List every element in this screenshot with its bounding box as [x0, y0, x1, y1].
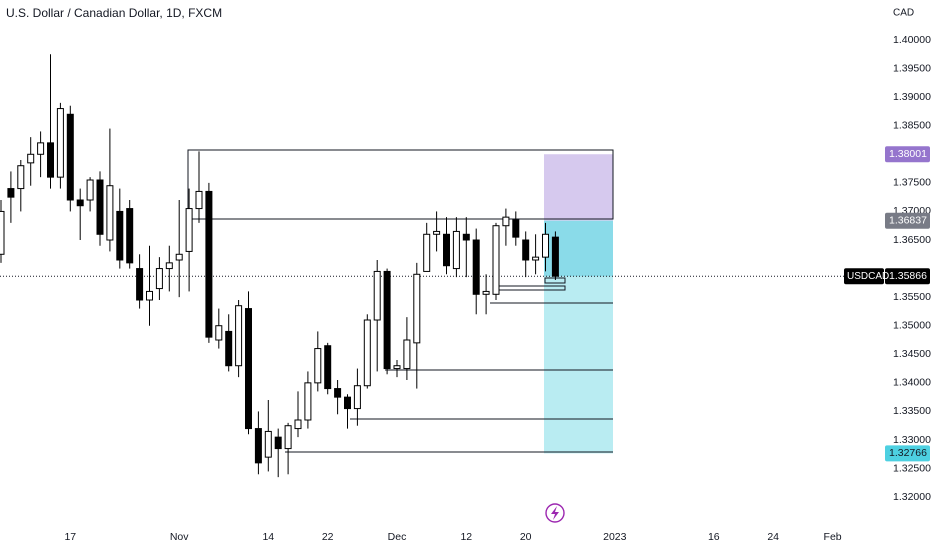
candle-body [175, 253, 183, 261]
candle-body [462, 233, 470, 241]
candle-body [155, 268, 163, 290]
candle-body [344, 396, 351, 410]
replay-icon[interactable] [545, 503, 565, 523]
x-tick-label: 12 [460, 531, 472, 543]
target-zone [544, 154, 613, 221]
candle-body [551, 236, 559, 277]
candle-body [66, 113, 74, 201]
y-tick-label: 1.32000 [893, 491, 931, 503]
candle-body [294, 419, 302, 430]
candle-body [106, 185, 114, 241]
candle-body [532, 256, 540, 261]
candle-body [245, 308, 252, 430]
candle-body [264, 430, 272, 458]
stop-price-label-bg [885, 445, 930, 462]
candle-body [235, 305, 243, 367]
y-tick-label: 1.36500 [893, 234, 931, 246]
candle-body [96, 179, 104, 235]
candle-body [56, 108, 64, 178]
candle-body [403, 339, 411, 370]
entry-price-label-bg [885, 212, 930, 229]
y-tick-label: 1.34000 [893, 377, 931, 389]
candle-body [502, 216, 510, 227]
candle-body [542, 233, 549, 258]
candle-body [353, 385, 361, 410]
y-tick-label: 1.35500 [893, 291, 931, 303]
candle-body [363, 319, 371, 387]
y-tick-label: 1.32500 [893, 462, 931, 474]
candle-body [205, 190, 213, 338]
symbol-tag: USDCAD [847, 271, 889, 282]
currency-label: CAD [893, 8, 914, 19]
candle-body [452, 230, 460, 270]
target-price-label-bg [885, 146, 930, 163]
y-tick-label: 1.35000 [893, 319, 931, 331]
candle-body [254, 428, 262, 464]
last-price-label-bg [885, 268, 930, 285]
candle-body [522, 239, 530, 261]
candle-body [195, 190, 203, 210]
candle-body [324, 345, 332, 390]
x-tick-label: 24 [767, 531, 779, 543]
candle-body [116, 210, 124, 261]
y-tick-label: 1.38500 [893, 119, 931, 131]
candle-body [165, 262, 173, 270]
candle-body [37, 142, 45, 155]
y-tick-label: 1.40000 [893, 34, 931, 46]
x-tick-label: Feb [824, 531, 842, 543]
y-tick-label: 1.33500 [893, 405, 931, 417]
candle-body [284, 425, 292, 450]
candle-body [7, 188, 15, 198]
candle-body [0, 210, 5, 255]
x-tick-label: 16 [708, 531, 720, 543]
candle-body [413, 273, 421, 344]
x-tick-label: 20 [520, 531, 532, 543]
candle-body [443, 233, 450, 267]
y-tick-label: 1.37500 [893, 177, 931, 189]
chart-title: U.S. Dollar / Canadian Dollar, 1D, FXCM [6, 6, 222, 20]
candle-body [314, 348, 322, 384]
candle-body [17, 165, 25, 190]
target-price-label: 1.38001 [889, 148, 927, 160]
candle-body [433, 230, 441, 235]
candle-body [146, 290, 153, 301]
candle-body [136, 268, 144, 301]
candle-body [126, 208, 134, 264]
entry-price-label: 1.36837 [889, 215, 927, 227]
candle-body [373, 270, 381, 321]
candle-body [383, 270, 391, 370]
x-tick-label: 22 [322, 531, 334, 543]
x-tick-label: Nov [170, 531, 189, 543]
x-tick-label: 17 [64, 531, 76, 543]
symbol-tag-bg [844, 268, 884, 285]
stop-price-label: 1.32766 [889, 447, 927, 459]
last-price-label: 1.35866 [889, 270, 927, 282]
candle-body [185, 208, 193, 252]
x-tick-label: 2023 [603, 531, 627, 543]
y-tick-label: 1.39000 [893, 91, 931, 103]
y-tick-label: 1.39500 [893, 62, 931, 74]
x-tick-label: Dec [388, 531, 407, 543]
candle-body [512, 219, 520, 238]
candle-body [492, 225, 500, 295]
range-box [187, 149, 614, 220]
candle-body [423, 233, 431, 272]
candle-body [274, 436, 282, 450]
candle-body [86, 179, 94, 201]
candle-body [27, 153, 35, 164]
candle-body [47, 142, 54, 178]
candle-body [304, 382, 312, 421]
candle-body [334, 388, 342, 398]
candle-body [225, 330, 233, 367]
candle-body [393, 365, 401, 370]
candle-body [472, 239, 480, 295]
candle-body [482, 290, 490, 295]
candle-body [76, 199, 84, 207]
y-tick-label: 1.33000 [893, 434, 931, 446]
y-tick-label: 1.34500 [893, 348, 931, 360]
x-tick-label: 14 [262, 531, 274, 543]
candle-body [215, 325, 223, 341]
